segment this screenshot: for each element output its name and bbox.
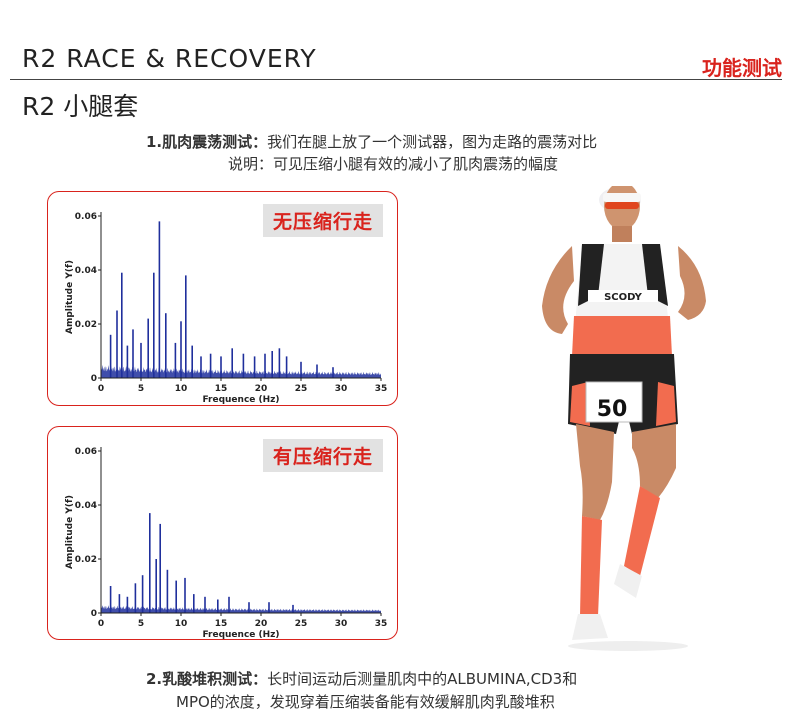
chart-x-tick-label-7: 35 bbox=[375, 619, 388, 629]
section-tag: 功能测试 bbox=[702, 56, 782, 80]
chart-x-tick-label-6: 30 bbox=[335, 619, 348, 629]
chart-y-tick-label-2: 0.04 bbox=[75, 501, 97, 511]
product-subtitle: R2 小腿套 bbox=[22, 92, 139, 121]
chart-x-tick-label-5: 25 bbox=[295, 384, 308, 394]
chart-x-tick-label-0: 0 bbox=[98, 619, 104, 629]
chart-x-axis-label: Frequence (Hz) bbox=[202, 395, 279, 405]
runner-brand-text: SCODY bbox=[604, 292, 643, 303]
chart-x-tick-label-1: 5 bbox=[138, 384, 144, 394]
chart-noise-floor bbox=[101, 364, 381, 378]
chart-without-compression-tag: 无压缩行走 bbox=[262, 204, 383, 237]
chart-y-tick-label-0: 0 bbox=[91, 609, 97, 619]
page-title: R2 RACE & RECOVERY bbox=[22, 44, 317, 73]
chart-with-compression: 0 5 10 15 20 25 30 35 0 0.02 0.04 0.06 Frequence (Hz… bbox=[47, 426, 398, 640]
section1-note: 说明：可见压缩小腿有效的减小了肌肉震荡的幅度 bbox=[228, 155, 559, 173]
chart-with-compression-plot: 0 5 10 15 20 25 30 35 0 0.02 0.04 0.06 Frequence (Hz… bbox=[65, 447, 388, 639]
section2-note: MPO的浓度，发现穿着压缩装备能有效缓解肌肉乳酸堆积 bbox=[176, 693, 555, 711]
chart-y-tick-label-3: 0.06 bbox=[75, 447, 97, 457]
chart-y-tick-label-1: 0.02 bbox=[75, 320, 97, 330]
chart-y-tick-label-1: 0.02 bbox=[75, 555, 97, 565]
chart-without-compression: 0 5 10 15 20 25 30 35 0 0.02 0.04 0.06 Frequence (Hz… bbox=[47, 191, 398, 406]
chart-x-tick-label-0: 0 bbox=[98, 384, 104, 394]
section1-text: 我们在腿上放了一个测试器，图为走路的震荡对比 bbox=[267, 133, 598, 151]
chart-x-tick-label-5: 25 bbox=[295, 619, 308, 629]
chart-y-tick-label-3: 0.06 bbox=[75, 212, 97, 222]
chart-x-tick-label-6: 30 bbox=[335, 384, 348, 394]
chart-x-tick-label-1: 5 bbox=[138, 619, 144, 629]
chart-x-tick-label-3: 15 bbox=[215, 619, 228, 629]
chart-with-compression-tag: 有压缩行走 bbox=[262, 439, 383, 472]
chart-y-axis-label: Amplitude Y(f) bbox=[65, 495, 75, 569]
chart-x-axis-label: Frequence (Hz) bbox=[202, 630, 279, 639]
chart-x-tick-label-4: 20 bbox=[255, 384, 268, 394]
section2-text: 长时间运动后测量肌肉中的ALBUMINA,CD3和 bbox=[267, 670, 578, 688]
runner-photo: SCODY 50 bbox=[542, 186, 706, 651]
section1-heading: 1.肌肉震荡测试： bbox=[146, 133, 268, 151]
section2-heading: 2.乳酸堆积测试： bbox=[146, 670, 268, 688]
chart-x-tick-label-3: 15 bbox=[215, 384, 228, 394]
runner-bib-number: 50 bbox=[597, 397, 628, 422]
chart-y-tick-label-0: 0 bbox=[91, 374, 97, 384]
chart-noise-floor bbox=[101, 605, 381, 613]
chart-x-tick-label-2: 10 bbox=[175, 619, 188, 629]
chart-x-tick-label-7: 35 bbox=[375, 384, 388, 394]
chart-y-tick-label-2: 0.04 bbox=[75, 266, 97, 276]
chart-without-compression-plot: 0 5 10 15 20 25 30 35 0 0.02 0.04 0.06 Frequence (Hz… bbox=[65, 212, 388, 405]
chart-y-axis-label: Amplitude Y(f) bbox=[65, 260, 75, 334]
chart-x-tick-label-2: 10 bbox=[175, 384, 188, 394]
chart-x-tick-label-4: 20 bbox=[255, 619, 268, 629]
header-divider bbox=[10, 79, 782, 80]
